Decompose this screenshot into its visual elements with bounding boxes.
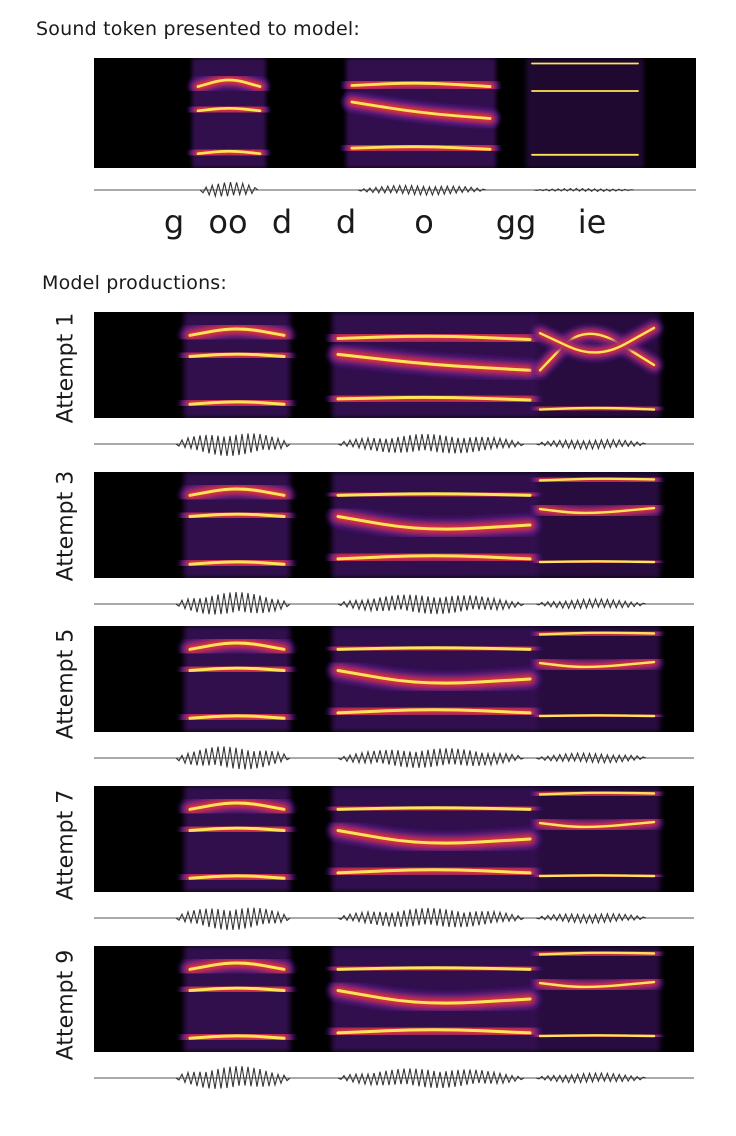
formant-band: [538, 326, 656, 354]
formant-band: [188, 487, 286, 497]
formant-band: [336, 395, 532, 402]
formant-band: [336, 708, 532, 715]
waveform-burst: [535, 912, 647, 925]
formant-band: [336, 806, 532, 811]
waveform-burst: [535, 438, 647, 451]
waveform-burst: [175, 1066, 291, 1089]
phoneme-label-oo: oo: [208, 203, 248, 241]
attempt-3-spectrogram-panel: [94, 472, 694, 615]
formant-band: [336, 554, 532, 561]
formant-band: [538, 506, 656, 515]
formant-band: [188, 826, 286, 833]
formant-band: [336, 989, 532, 1005]
formant-band: [188, 352, 286, 359]
formant-band: [538, 714, 656, 718]
waveform-burst: [535, 597, 647, 611]
formant-band: [188, 1034, 286, 1040]
formant-band: [538, 1034, 656, 1038]
formant-band: [188, 400, 286, 406]
formant-band: [188, 801, 286, 811]
phoneme-label-o: o: [414, 203, 434, 241]
formant-band: [188, 641, 286, 651]
waveform-burst: [535, 751, 647, 765]
formant-band: [188, 961, 286, 971]
formant-band: [538, 631, 656, 636]
formant-band: [336, 669, 532, 685]
attempt-7-spectrogram-panel: [94, 786, 694, 930]
formant-band: [538, 560, 656, 564]
formant-band: [188, 666, 286, 673]
heading-sound-token: Sound token presented to model:: [36, 18, 360, 40]
attempt-9-spectrogram-panel: [94, 946, 694, 1089]
formant-band: [336, 868, 532, 875]
target-spectrogram-panel: [94, 58, 696, 199]
formant-band: [188, 512, 286, 519]
formant-band: [196, 78, 262, 88]
waveform-burst: [337, 594, 525, 615]
formant-band: [538, 406, 656, 411]
formant-band: [336, 352, 532, 372]
formant-band: [538, 874, 656, 878]
formant-band: [538, 791, 656, 796]
waveform-burst: [175, 592, 291, 615]
waveform-burst: [175, 433, 291, 456]
attempt-1-spectrogram-panel: [94, 312, 694, 456]
formant-band: [188, 986, 286, 993]
phoneme-label-ie: ie: [577, 203, 607, 241]
phoneme-labels: g oo d d o gg ie: [92, 202, 702, 246]
formant-band: [336, 646, 532, 651]
waveform-burst: [357, 183, 487, 197]
formant-band: [538, 951, 656, 956]
waveform-burst: [337, 748, 525, 768]
formant-band: [538, 980, 656, 989]
waveform-burst: [533, 187, 635, 193]
waveform-burst: [337, 1068, 525, 1089]
formant-band: [336, 829, 532, 845]
formant-band: [336, 966, 532, 971]
formant-band: [188, 714, 286, 720]
formant-band: [538, 660, 656, 669]
phoneme-label-d1: d: [271, 203, 293, 241]
formant-band: [350, 145, 492, 151]
waveform-burst: [199, 181, 259, 199]
waveform-burst: [175, 907, 291, 930]
formant-band: [538, 820, 656, 829]
attempt-label-3: Attempt 3: [53, 470, 79, 582]
formant-band: [336, 334, 532, 342]
formant-band: [188, 560, 286, 566]
waveform-burst: [337, 907, 525, 928]
formant-band: [336, 492, 532, 497]
formant-band: [336, 1028, 532, 1035]
waveform-burst: [535, 1071, 647, 1085]
formant-band: [188, 874, 286, 880]
waveform-burst: [175, 746, 291, 770]
phoneme-label-d2: d: [335, 203, 357, 241]
attempt-label-9: Attempt 9: [53, 949, 79, 1061]
heading-model-productions: Model productions:: [42, 272, 228, 294]
attempt-label-5: Attempt 5: [53, 628, 79, 740]
formant-band: [350, 81, 492, 89]
formant-band: [538, 332, 656, 372]
attempt-label-1: Attempt 1: [53, 312, 79, 424]
phoneme-label-gg: gg: [495, 203, 537, 241]
formant-band: [196, 106, 262, 113]
attempt-label-7: Attempt 7: [53, 789, 79, 901]
formant-band: [188, 327, 286, 337]
formant-band: [350, 100, 492, 120]
formant-band: [538, 477, 656, 482]
phoneme-label-g: g: [163, 203, 185, 241]
formant-band: [196, 149, 262, 156]
attempt-5-spectrogram-panel: [94, 626, 694, 770]
waveform-burst: [337, 433, 525, 454]
formant-band: [336, 515, 532, 531]
